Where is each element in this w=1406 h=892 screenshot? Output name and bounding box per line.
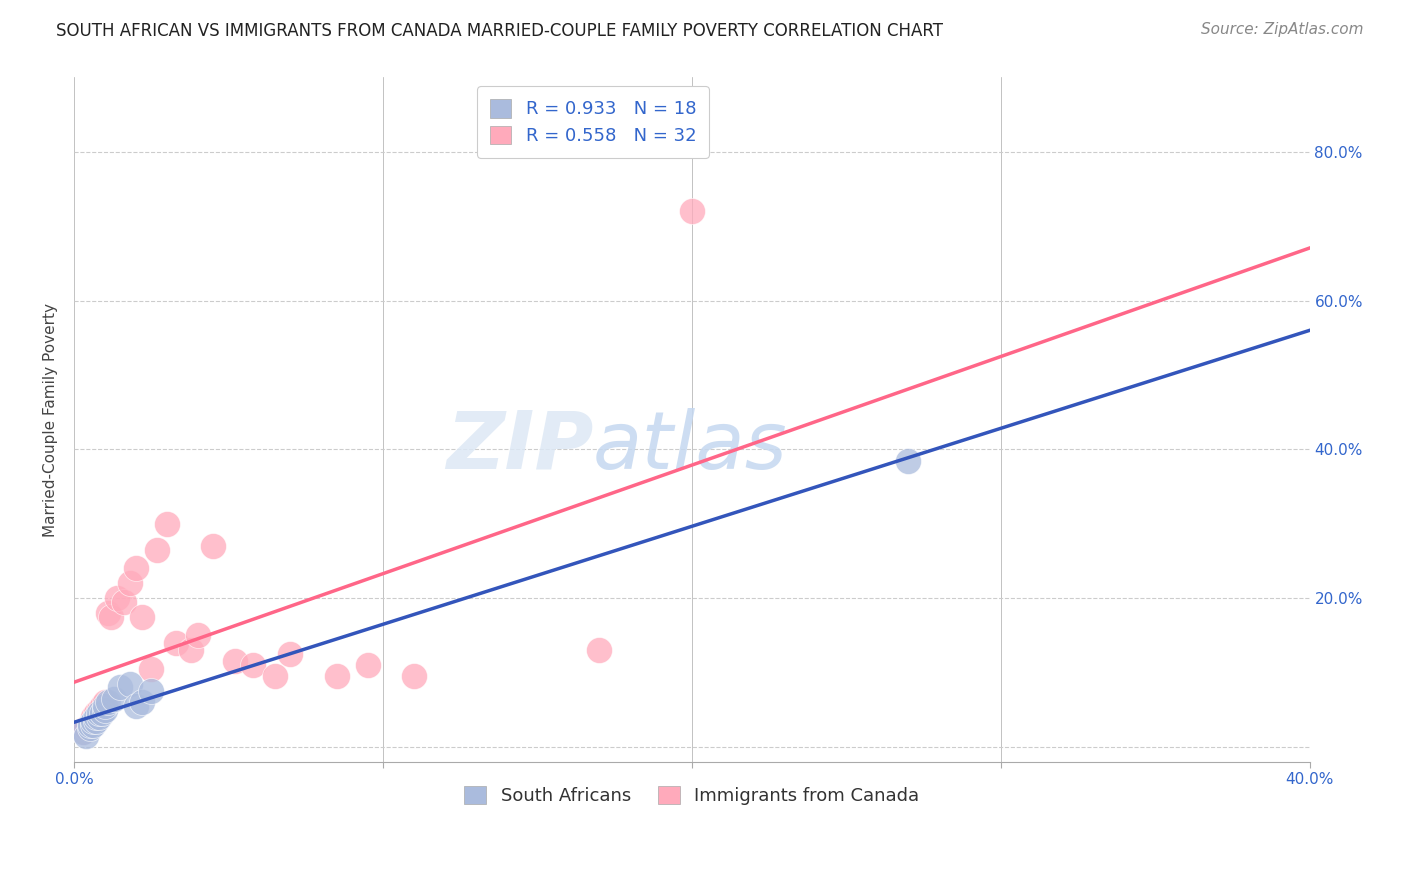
Point (263, 669, 285, 683)
Point (125, 698, 148, 713)
Text: SOUTH AFRICAN VS IMMIGRANTS FROM CANADA MARRIED-COUPLE FAMILY POVERTY CORRELATIO: SOUTH AFRICAN VS IMMIGRANTS FROM CANADA … (56, 22, 943, 40)
Point (82, 717, 104, 731)
Point (180, 643, 202, 657)
Point (87, 703, 110, 717)
Point (325, 669, 347, 683)
Y-axis label: Married-Couple Family Poverty: Married-Couple Family Poverty (44, 302, 58, 537)
Point (94, 695, 117, 709)
Point (146, 542, 169, 557)
Point (75, 729, 97, 743)
Point (202, 539, 225, 553)
Point (72, 725, 94, 739)
Point (84, 714, 107, 728)
Legend: South Africans, Immigrants from Canada: South Africans, Immigrants from Canada (456, 777, 928, 814)
Point (84, 710, 107, 724)
Point (97, 695, 120, 709)
Point (156, 516, 179, 531)
Point (131, 695, 153, 709)
Point (588, 643, 610, 657)
Point (100, 609, 122, 624)
Point (141, 662, 163, 676)
Point (79, 717, 101, 731)
Point (681, 204, 703, 219)
Point (87, 706, 110, 721)
Point (94, 703, 117, 717)
Point (82, 714, 104, 728)
Point (402, 669, 425, 683)
Point (131, 609, 153, 624)
Point (356, 658, 378, 673)
Point (79, 717, 101, 731)
Point (110, 681, 132, 695)
Point (242, 658, 264, 673)
Point (75, 721, 97, 735)
Point (224, 654, 246, 668)
Point (94, 698, 117, 713)
Point (187, 628, 209, 642)
Point (112, 595, 135, 609)
Point (87, 710, 110, 724)
Point (118, 576, 141, 591)
Point (84, 706, 107, 721)
Point (125, 561, 148, 575)
Point (72, 725, 94, 739)
Point (82, 710, 104, 724)
Point (165, 636, 187, 650)
Point (118, 676, 141, 690)
Point (97, 606, 120, 620)
Point (897, 453, 920, 467)
Text: ZIP: ZIP (446, 408, 593, 486)
Point (103, 691, 125, 706)
Point (90, 706, 112, 721)
Point (105, 591, 128, 606)
Point (82, 714, 104, 728)
Point (79, 721, 101, 735)
Point (141, 684, 163, 698)
Point (278, 647, 301, 661)
Text: Source: ZipAtlas.com: Source: ZipAtlas.com (1201, 22, 1364, 37)
Point (90, 698, 112, 713)
Text: atlas: atlas (593, 408, 787, 486)
